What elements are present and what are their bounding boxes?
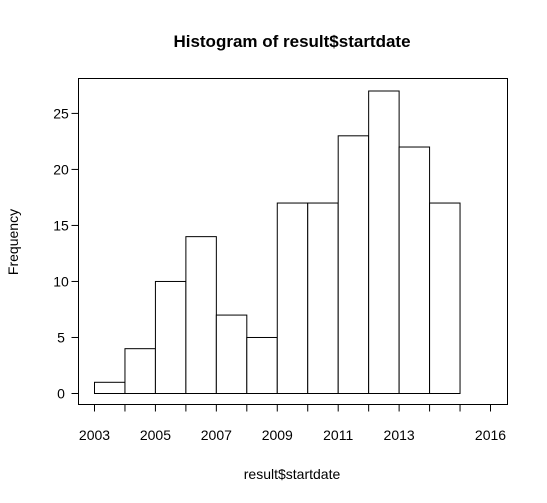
histogram-bar-2013 <box>398 146 431 394</box>
y-tick-label: 20 <box>53 161 69 177</box>
histogram-bar-2004 <box>124 348 156 394</box>
histogram-bar-2003 <box>94 381 126 394</box>
histogram-bar-2012 <box>368 90 400 394</box>
x-tick-label: 2005 <box>140 427 171 443</box>
y-tick-label: 15 <box>53 217 69 233</box>
histogram-bar-2010 <box>307 202 339 394</box>
y-tick-label: 5 <box>57 329 65 345</box>
histogram-bar-2009 <box>276 202 309 394</box>
y-tick-label: 25 <box>53 105 69 121</box>
histogram-bar-2006 <box>185 236 217 394</box>
x-tick-label: 2016 <box>475 427 506 443</box>
histogram-bar-2014 <box>429 202 461 394</box>
histogram-bar-2008 <box>246 336 278 394</box>
x-tick-label: 2013 <box>384 427 415 443</box>
histogram-bar-2005 <box>154 280 187 394</box>
bars-group <box>94 90 461 394</box>
x-tick-label: 2007 <box>201 427 232 443</box>
y-axis: 0 5 10 15 20 25 <box>53 105 79 402</box>
x-tick-label: 2009 <box>262 427 293 443</box>
x-tick-label: 2011 <box>323 427 353 443</box>
histogram-bar-2011 <box>337 135 370 394</box>
x-axis-label: result$startdate <box>244 466 341 482</box>
chart-title: Histogram of result$startdate <box>173 32 410 51</box>
y-tick-label: 0 <box>57 386 65 402</box>
x-axis: 2003 2005 2007 2009 2011 2013 2016 <box>79 404 506 443</box>
x-tick-label: 2003 <box>79 427 110 443</box>
y-axis-label: Frequency <box>5 209 21 275</box>
histogram-bar-2007 <box>215 314 248 394</box>
y-tick-label: 10 <box>53 273 69 289</box>
